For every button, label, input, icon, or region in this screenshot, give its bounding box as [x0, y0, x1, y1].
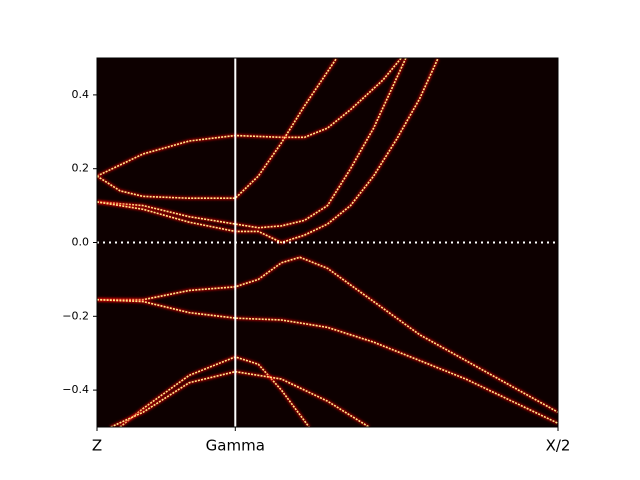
x-tick-label: Z — [92, 437, 102, 455]
band-line — [97, 256, 558, 413]
y-tick-label: 0.4 — [72, 88, 90, 101]
y-tick-label: 0.0 — [72, 236, 90, 249]
x-tick-label: Gamma — [206, 437, 265, 455]
y-tick-label: −0.2 — [62, 309, 89, 322]
y-tick-label: −0.4 — [62, 383, 89, 396]
band-line — [97, 298, 558, 425]
band-line — [97, 58, 402, 177]
y-tick-label: 0.2 — [72, 162, 90, 175]
plot-layer — [97, 58, 558, 427]
band-line — [97, 58, 439, 244]
x-tick-label: X/2 — [546, 437, 571, 455]
band-line — [97, 58, 338, 200]
axes-layer: −0.4 −0.2 0.0 0.2 0.4 Z Gamma X/2 — [62, 57, 571, 455]
band-line — [97, 58, 407, 229]
